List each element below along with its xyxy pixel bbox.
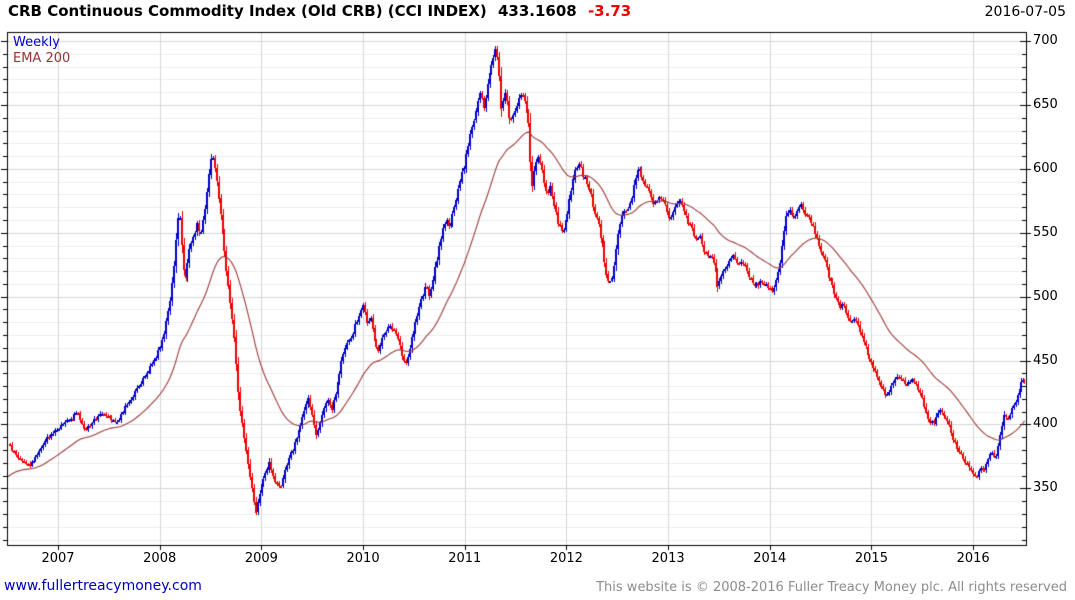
x-axis-label: 2013	[651, 551, 685, 566]
x-axis-label: 2007	[41, 551, 75, 566]
x-axis-label: 2016	[956, 551, 990, 566]
y-axis-label: 550	[1033, 224, 1058, 240]
page-title: CRB Continuous Commodity Index (Old CRB)…	[8, 2, 487, 20]
title-row: CRB Continuous Commodity Index (Old CRB)…	[8, 2, 631, 20]
x-axis-label: 2011	[448, 551, 482, 566]
ema-legend-label: EMA 200	[13, 51, 71, 66]
y-axis-label: 600	[1033, 160, 1058, 176]
y-axis-label: 500	[1033, 288, 1058, 304]
last-price: 433.1608	[497, 2, 577, 20]
timeframe-label: Weekly	[13, 35, 60, 50]
x-axis-label: 2014	[753, 551, 787, 566]
x-axis-label: 2008	[143, 551, 177, 566]
website-link[interactable]: www.fullertreacymoney.com	[4, 578, 202, 594]
quote-date: 2016-07-05	[984, 4, 1066, 20]
x-axis-label: 2009	[244, 551, 278, 566]
y-axis-label: 350	[1033, 480, 1058, 496]
price-change: -3.73	[587, 2, 632, 20]
y-axis-label: 400	[1033, 416, 1058, 432]
y-axis-label: 650	[1033, 96, 1058, 112]
x-axis-label: 2015	[854, 551, 888, 566]
copyright-text: This website is © 2008-2016 Fuller Treac…	[596, 580, 1067, 595]
y-axis-label: 700	[1033, 33, 1058, 49]
y-axis-label: 450	[1033, 352, 1058, 368]
x-axis-label: 2012	[549, 551, 583, 566]
x-axis-label: 2010	[346, 551, 380, 566]
